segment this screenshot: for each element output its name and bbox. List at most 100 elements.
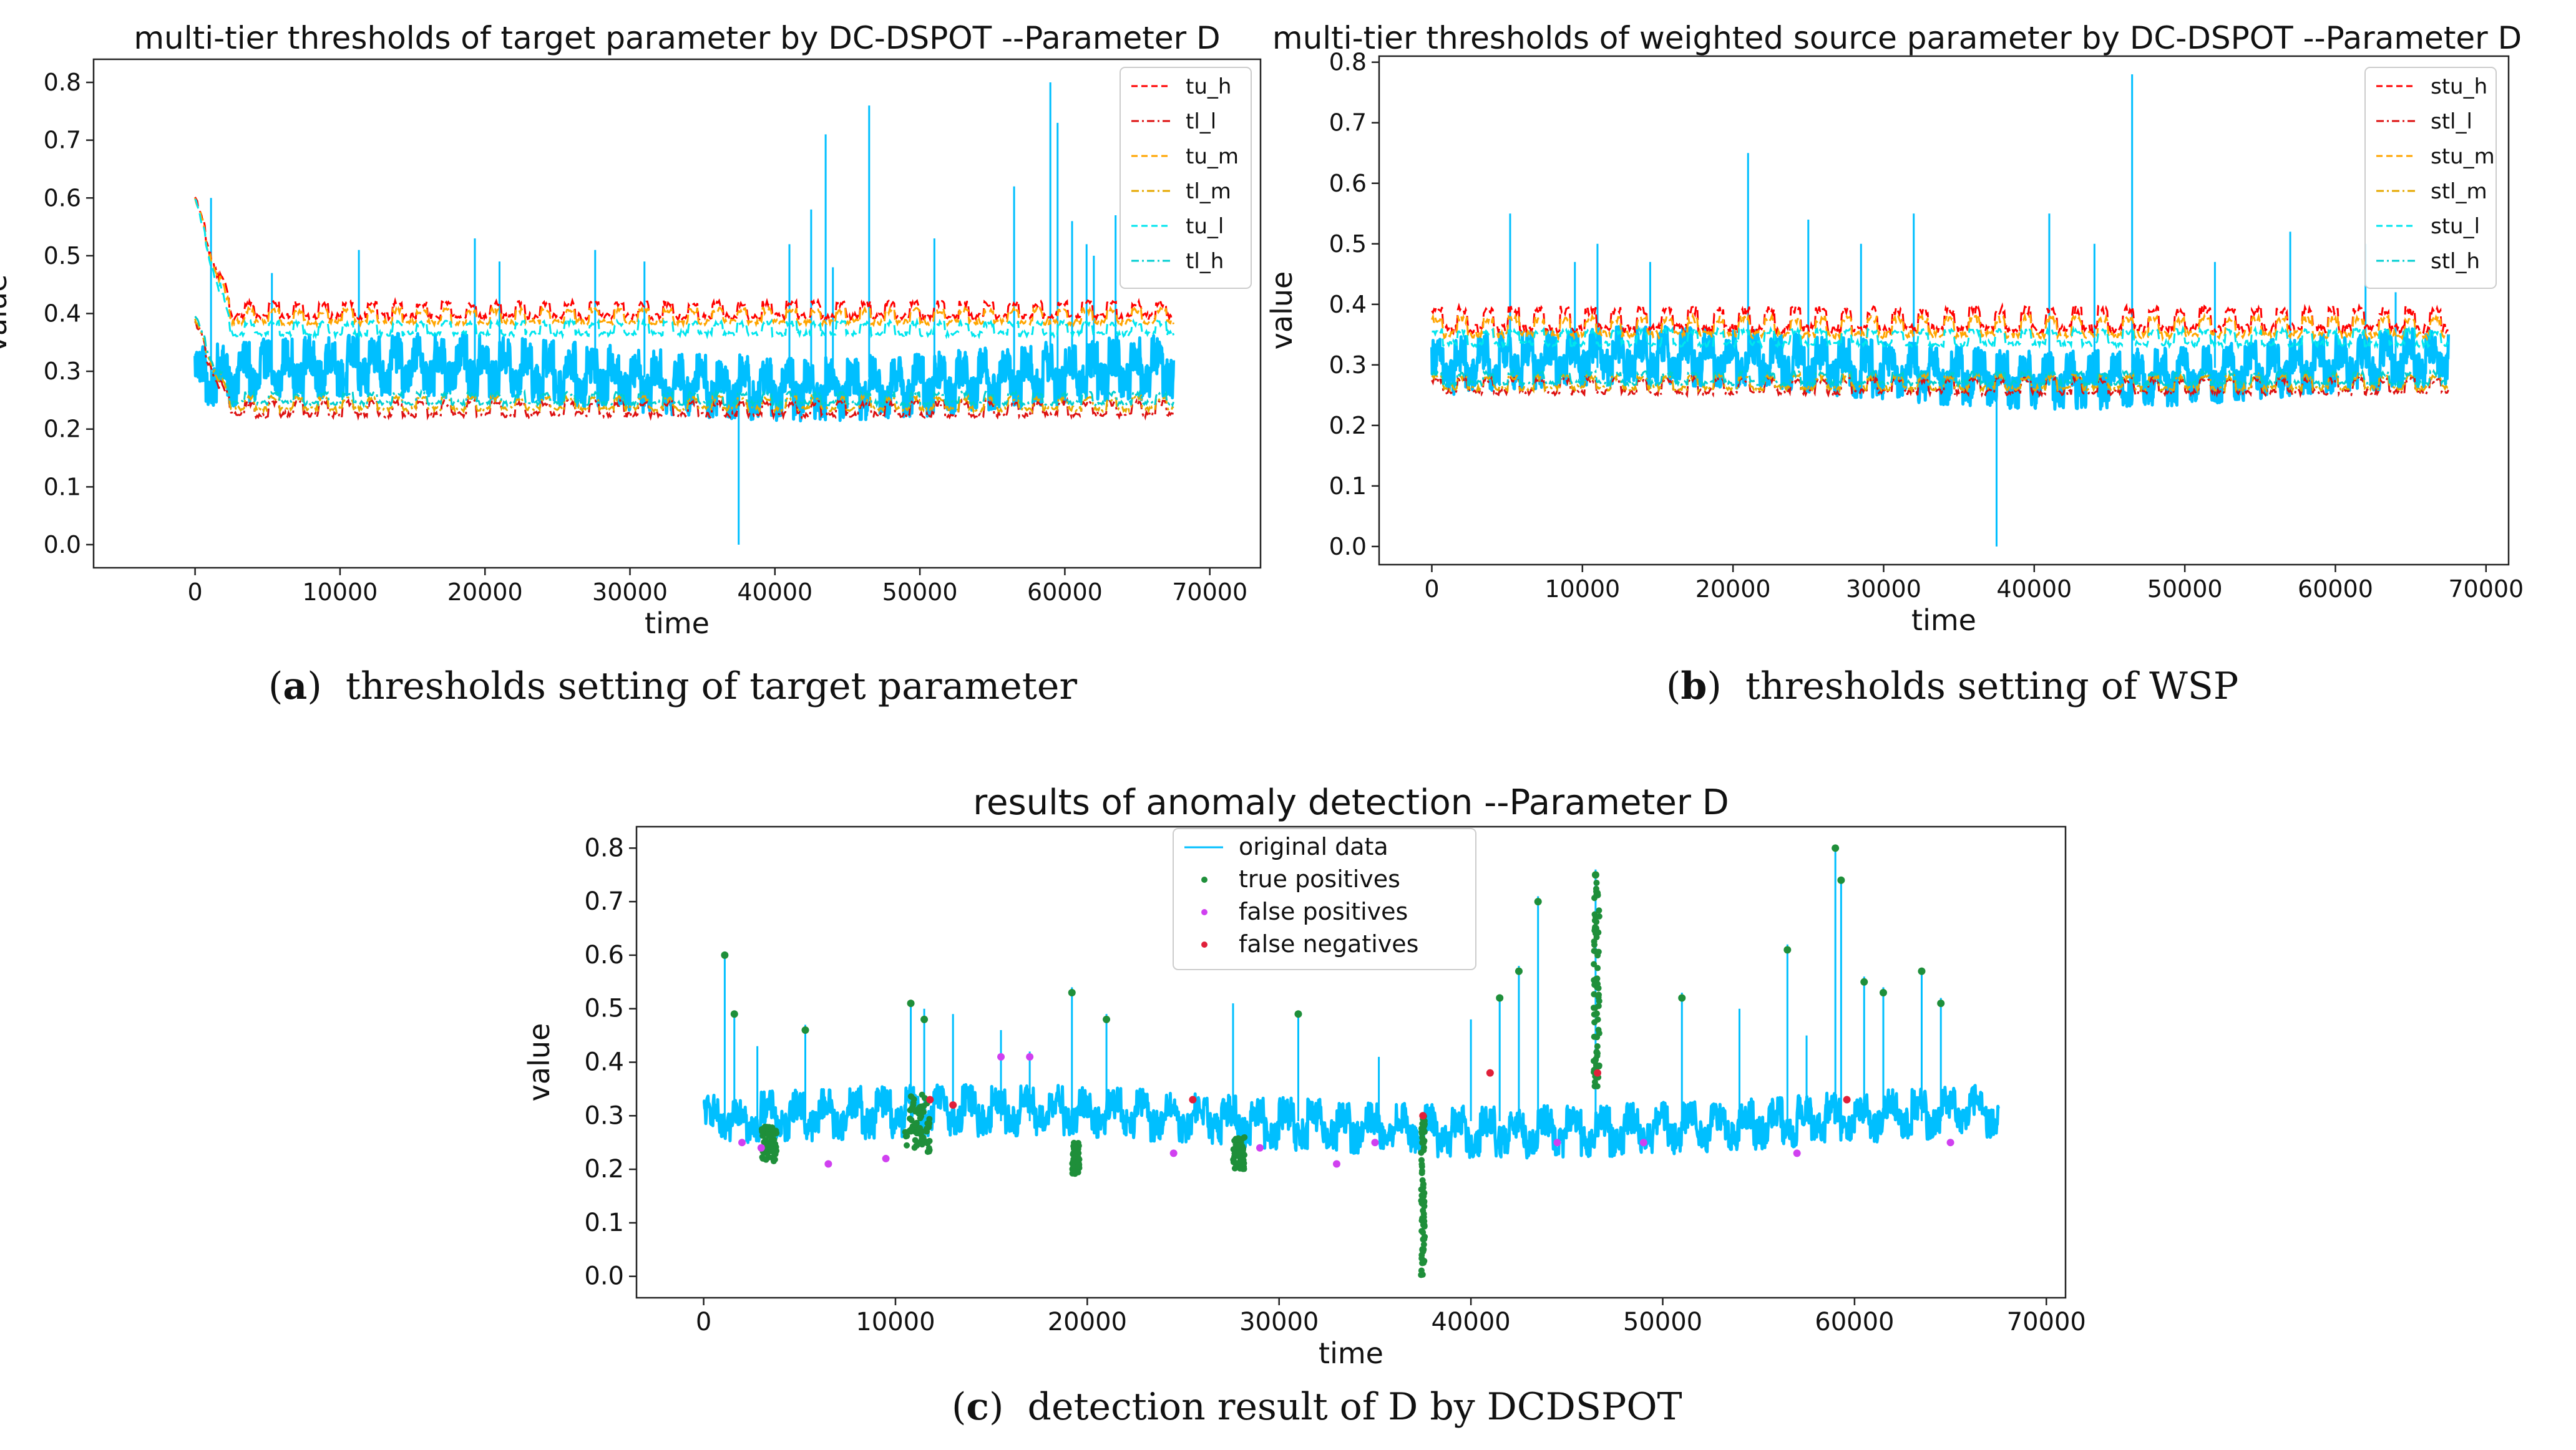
true-positive-point xyxy=(912,1137,919,1144)
x-tick-label: 20000 xyxy=(1695,575,1771,603)
true-positive-point xyxy=(1419,1177,1426,1184)
y-tick-label: 0.7 xyxy=(584,887,624,916)
true-positive-point xyxy=(1241,1134,1248,1141)
data-series-line xyxy=(702,1083,2000,1160)
true-positive-point xyxy=(1591,871,1599,879)
y-tick-label: 0.0 xyxy=(44,531,81,558)
true-positive-point xyxy=(1591,1011,1598,1018)
true-positive-point xyxy=(1420,1124,1427,1131)
legend-label: stu_m xyxy=(2431,144,2495,169)
true-positive-point xyxy=(1418,1149,1425,1156)
y-tick-label: 0.7 xyxy=(1329,109,1367,137)
chart-title: multi-tier thresholds of target paramete… xyxy=(134,20,1220,56)
x-tick-label: 50000 xyxy=(2147,575,2223,603)
caption-c-label: c xyxy=(966,1385,989,1429)
true-positive-point xyxy=(1419,1139,1427,1147)
y-tick-label: 0.0 xyxy=(584,1262,624,1291)
plot-area xyxy=(193,82,1176,545)
y-tick-label: 0.0 xyxy=(1329,533,1367,560)
threshold-series-stu_m xyxy=(1431,312,2449,343)
chart-title: multi-tier thresholds of weighted source… xyxy=(1272,20,2522,56)
x-tick-label: 70000 xyxy=(2448,575,2524,603)
true-positive-point xyxy=(1420,1259,1427,1266)
legend-label: tu_h xyxy=(1186,74,1231,99)
true-positive-point xyxy=(1239,1165,1246,1172)
x-tick-label: 10000 xyxy=(856,1308,935,1336)
false-negative-point xyxy=(1843,1096,1851,1104)
true-positive-point xyxy=(768,1141,774,1148)
false-positive-point xyxy=(997,1053,1005,1061)
true-positive-point xyxy=(1237,1154,1244,1161)
legend-label: tu_m xyxy=(1186,144,1239,169)
true-positive-point xyxy=(1594,965,1601,971)
y-axis-label: value xyxy=(1265,271,1299,350)
true-positive-point xyxy=(1515,967,1523,975)
true-positive-point xyxy=(730,1010,738,1018)
true-positive-point xyxy=(910,1099,917,1106)
plot-area xyxy=(702,844,2000,1278)
false-positive-point xyxy=(1371,1139,1379,1147)
true-positive-point xyxy=(1595,948,1602,955)
false-negative-point xyxy=(949,1101,957,1109)
y-tick-label: 0.2 xyxy=(1329,412,1367,439)
x-tick-label: 50000 xyxy=(1623,1308,1702,1336)
true-positive-point xyxy=(1595,1026,1602,1033)
x-tick-label: 40000 xyxy=(737,578,812,606)
x-tick-label: 0 xyxy=(1424,575,1439,603)
y-tick-label: 0.6 xyxy=(584,941,624,970)
true-positive-point xyxy=(917,1125,924,1132)
threshold-series-tu_m xyxy=(194,198,1175,329)
threshold-series-stu_h xyxy=(1431,302,2449,337)
caption-a-text: thresholds setting of target parameter xyxy=(345,664,1078,708)
true-positive-point xyxy=(920,1134,927,1141)
x-axis-label: time xyxy=(645,606,710,640)
x-tick-label: 70000 xyxy=(2007,1308,2086,1336)
true-positive-point xyxy=(904,1132,910,1139)
false-positive-point xyxy=(1946,1139,1954,1147)
false-positive-point xyxy=(1332,1160,1340,1168)
true-positive-point xyxy=(1592,1057,1599,1064)
true-positive-point xyxy=(758,1126,765,1132)
x-tick-label: 20000 xyxy=(1048,1308,1127,1336)
true-positive-point xyxy=(1837,876,1845,884)
false-negative-point xyxy=(926,1096,934,1104)
true-positive-point xyxy=(768,1134,775,1141)
x-tick-label: 10000 xyxy=(1544,575,1620,603)
threshold-series-tu_h xyxy=(194,197,1175,323)
true-positive-point xyxy=(1594,984,1601,991)
true-positive-point xyxy=(1783,946,1792,954)
legend: tu_h tl_l tu_m tl_m tu_l tl_h xyxy=(1120,67,1252,289)
chart-a: multi-tier thresholds of target paramete… xyxy=(0,20,1262,640)
true-positive-point xyxy=(1075,1163,1081,1170)
legend-label: tl_m xyxy=(1186,179,1231,204)
false-negative-point xyxy=(1486,1069,1494,1077)
true-positive-point xyxy=(1230,1156,1237,1163)
y-tick-label: 0.5 xyxy=(584,995,624,1023)
y-tick-label: 0.4 xyxy=(44,300,81,328)
true-positive-point xyxy=(1879,988,1887,996)
axes-frame xyxy=(1378,55,2510,566)
true-positive-point xyxy=(1068,988,1076,996)
true-positive-point xyxy=(1591,991,1598,998)
true-positive-point xyxy=(1593,1049,1600,1056)
true-positive-point xyxy=(1070,1139,1077,1146)
y-tick-label: 0.3 xyxy=(584,1101,624,1130)
false-positive-point xyxy=(1169,1149,1178,1157)
true-positive-point xyxy=(920,1015,929,1023)
false-positive-point xyxy=(1553,1139,1561,1147)
true-positive-point xyxy=(907,1000,915,1008)
true-positive-point xyxy=(924,1120,931,1127)
y-tick-label: 0.8 xyxy=(44,69,81,96)
true-positive-point xyxy=(908,1093,915,1100)
true-positive-point xyxy=(771,1156,778,1163)
false-negative-point xyxy=(1189,1096,1197,1104)
y-tick-label: 0.6 xyxy=(1329,170,1367,197)
y-axis-label: value xyxy=(0,275,13,353)
true-positive-point xyxy=(920,1102,927,1109)
true-positive-point xyxy=(801,1026,809,1034)
true-positive-point xyxy=(912,1108,919,1115)
true-positive-point xyxy=(1420,1207,1427,1214)
true-positive-point xyxy=(769,1127,776,1134)
legend-label: tu_l xyxy=(1186,214,1224,239)
threshold-series-stu_l xyxy=(1432,324,2449,350)
